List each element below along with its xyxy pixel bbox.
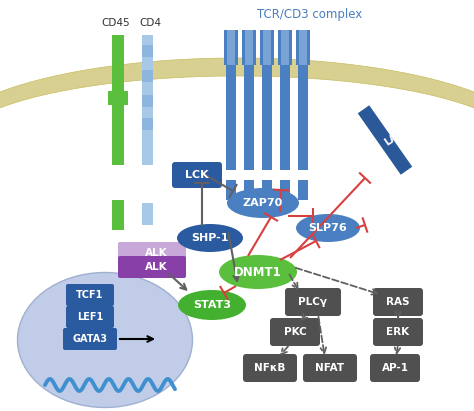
Bar xyxy=(226,65,236,170)
FancyBboxPatch shape xyxy=(66,284,114,306)
Bar xyxy=(242,30,256,65)
Bar xyxy=(280,180,290,200)
Text: GATA3: GATA3 xyxy=(73,334,108,344)
Bar xyxy=(143,203,154,225)
Text: TCF1: TCF1 xyxy=(76,290,104,300)
Text: RAS: RAS xyxy=(386,297,410,307)
Text: CD45: CD45 xyxy=(102,18,130,28)
Text: PKC: PKC xyxy=(283,327,306,337)
Bar xyxy=(143,35,154,165)
Bar xyxy=(244,65,254,170)
Bar xyxy=(298,180,308,200)
Bar xyxy=(112,200,124,230)
FancyBboxPatch shape xyxy=(63,328,117,350)
Ellipse shape xyxy=(296,214,360,242)
Bar xyxy=(224,30,238,65)
FancyBboxPatch shape xyxy=(285,288,341,316)
Text: SLP76: SLP76 xyxy=(309,223,347,233)
Bar xyxy=(143,118,154,130)
Text: ZAP70: ZAP70 xyxy=(243,198,283,208)
Ellipse shape xyxy=(178,290,246,320)
Text: ERK: ERK xyxy=(386,327,410,337)
Text: PLCγ: PLCγ xyxy=(299,297,328,307)
Bar xyxy=(143,45,154,57)
Bar xyxy=(226,180,236,200)
Text: LCK: LCK xyxy=(185,170,209,180)
Bar xyxy=(108,91,128,105)
FancyBboxPatch shape xyxy=(373,318,423,346)
Bar xyxy=(263,30,271,65)
Text: NFκB: NFκB xyxy=(255,363,286,373)
Bar xyxy=(278,30,292,65)
Bar xyxy=(245,30,253,65)
Text: ALK: ALK xyxy=(145,262,167,272)
FancyBboxPatch shape xyxy=(118,242,186,264)
FancyBboxPatch shape xyxy=(370,354,420,382)
FancyBboxPatch shape xyxy=(66,306,114,328)
Bar xyxy=(262,65,272,170)
Text: DNMT1: DNMT1 xyxy=(234,266,282,279)
Ellipse shape xyxy=(219,255,297,289)
Ellipse shape xyxy=(177,224,243,252)
Bar xyxy=(298,65,308,170)
Text: TCR/CD3 complex: TCR/CD3 complex xyxy=(257,8,363,21)
Text: NFAT: NFAT xyxy=(315,363,345,373)
Text: AP-1: AP-1 xyxy=(382,363,409,373)
FancyBboxPatch shape xyxy=(118,256,186,278)
FancyBboxPatch shape xyxy=(373,288,423,316)
Bar xyxy=(143,95,154,107)
FancyBboxPatch shape xyxy=(358,105,412,175)
Bar xyxy=(262,180,272,200)
Text: LAT: LAT xyxy=(382,128,404,148)
Text: ALK: ALK xyxy=(145,248,167,258)
FancyBboxPatch shape xyxy=(243,354,297,382)
Bar xyxy=(260,30,274,65)
FancyBboxPatch shape xyxy=(172,162,222,188)
Bar xyxy=(227,30,235,65)
Bar xyxy=(143,70,154,82)
Polygon shape xyxy=(0,58,474,145)
FancyBboxPatch shape xyxy=(270,318,320,346)
Bar xyxy=(244,180,254,200)
Bar xyxy=(299,30,307,65)
Text: CD4: CD4 xyxy=(139,18,161,28)
Bar xyxy=(281,30,289,65)
Ellipse shape xyxy=(227,188,299,218)
Bar xyxy=(112,35,124,165)
Text: LEF1: LEF1 xyxy=(77,312,103,322)
Text: SHP-1: SHP-1 xyxy=(191,233,229,243)
Bar xyxy=(280,65,290,170)
FancyBboxPatch shape xyxy=(303,354,357,382)
Bar xyxy=(296,30,310,65)
Text: STAT3: STAT3 xyxy=(193,300,231,310)
Ellipse shape xyxy=(18,272,192,407)
